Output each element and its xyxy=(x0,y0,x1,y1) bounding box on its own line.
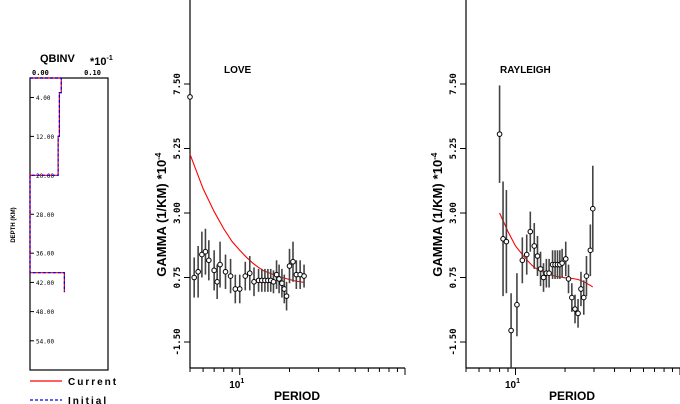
qbinv-y-ticks: 4.00 12.00 20.00 28.00 36.00 42.00 48.00 54.00 xyxy=(30,95,54,345)
data-point xyxy=(202,248,209,255)
rayleigh-panel: RAYLEIGH GAMMA (1/KM) *10-4 PERIOD -1.50… xyxy=(430,0,680,403)
x-tick-label: 101 xyxy=(505,378,520,391)
y-tick-label: 0.75 xyxy=(173,267,183,289)
qbinv-y-tick-label: 12.00 xyxy=(36,134,54,141)
data-point xyxy=(583,273,590,279)
data-point xyxy=(540,274,547,281)
data-point xyxy=(227,273,234,279)
data-point xyxy=(273,271,280,278)
data-point xyxy=(503,238,510,245)
data-point xyxy=(286,263,293,269)
y-tick-label: 7.50 xyxy=(449,73,459,95)
qbinv-depth-label: DEPTH (KM) xyxy=(11,207,17,242)
qbinv-y-tick-label: 48.00 xyxy=(36,309,54,316)
legend: Current Initial xyxy=(30,377,118,404)
rayleigh-ticks: -1.50 0.75 3.00 5.25 7.50 101 xyxy=(449,73,680,391)
data-point xyxy=(572,306,578,312)
data-point xyxy=(232,286,239,292)
love-x-label: PERIOD xyxy=(274,389,320,403)
qbinv-series-initial xyxy=(29,77,65,293)
data-point xyxy=(578,286,584,292)
data-point xyxy=(217,261,223,268)
qbinv-title: QBINV xyxy=(40,53,76,65)
y-tick-label: 0.75 xyxy=(449,267,459,289)
data-point xyxy=(587,247,594,254)
qbinv-y-tick-label: 42.00 xyxy=(36,280,54,287)
data-point xyxy=(523,251,530,258)
data-point xyxy=(187,94,193,100)
data-point xyxy=(537,266,544,272)
qbinv-y-tick-label: 4.00 xyxy=(36,95,51,102)
qbinv-depth-panel: QBINV *10-1 DEPTH (KM) 0.00 0.10 4.00 12.0… xyxy=(11,53,113,371)
data-point xyxy=(236,286,243,292)
data-point xyxy=(531,243,538,249)
y-tick-label: 5.25 xyxy=(173,138,183,160)
data-point xyxy=(559,260,565,266)
love-model-curve xyxy=(189,154,305,283)
data-point xyxy=(527,228,534,235)
data-point xyxy=(569,294,575,301)
love-label: LOVE xyxy=(224,65,252,76)
model-curve-line xyxy=(189,154,305,283)
y-tick-label: -1.50 xyxy=(173,328,183,355)
data-point xyxy=(514,301,520,308)
love-y-label: GAMMA (1/KM) xyxy=(154,183,169,276)
qbinv-x-tick-label: 0.00 xyxy=(32,69,49,77)
data-point xyxy=(575,310,581,317)
data-point xyxy=(565,276,572,282)
legend-label-current: Current xyxy=(68,377,118,388)
rayleigh-x-label: PERIOD xyxy=(549,389,595,403)
data-point xyxy=(211,267,217,274)
data-point xyxy=(534,253,541,259)
data-point xyxy=(301,273,307,279)
rayleigh-label: RAYLEIGH xyxy=(500,65,551,76)
data-point xyxy=(206,257,212,264)
x-tick-label: 101 xyxy=(229,378,244,391)
love-exponent: *10-4 xyxy=(154,152,169,179)
data-point xyxy=(214,279,220,285)
data-point xyxy=(290,258,296,265)
data-point xyxy=(589,205,596,212)
love-data-points xyxy=(187,94,307,311)
rayleigh-data-points xyxy=(496,85,596,368)
love-panel: LOVE GAMMA (1/KM) *10-4 PERIOD -1.50 0.75… xyxy=(154,0,406,403)
data-point xyxy=(496,131,503,137)
qbinv-frame xyxy=(29,77,109,371)
data-point xyxy=(546,270,552,277)
data-point xyxy=(195,268,201,275)
love-ticks: -1.50 0.75 3.00 5.25 7.50 101 xyxy=(173,73,406,391)
data-point xyxy=(562,256,569,262)
data-point xyxy=(191,274,197,281)
data-point xyxy=(251,279,257,285)
y-tick-label: 3.00 xyxy=(173,202,183,224)
y-tick-label: 7.50 xyxy=(173,73,183,95)
data-point xyxy=(246,270,253,277)
qbinv-series xyxy=(29,77,65,293)
data-point xyxy=(276,276,282,282)
data-point xyxy=(283,293,290,299)
qbinv-x-tick-label: 0.10 xyxy=(84,69,101,77)
data-point xyxy=(242,273,249,279)
qbinv-y-tick-label: 28.00 xyxy=(36,212,54,219)
y-tick-label: -1.50 xyxy=(449,328,459,355)
qbinv-y-tick-label: 36.00 xyxy=(36,251,54,258)
qbinv-exponent: *10-1 xyxy=(90,55,113,68)
legend-label-initial: Initial xyxy=(68,396,108,404)
data-point xyxy=(519,257,526,264)
y-tick-label: 5.25 xyxy=(449,138,459,160)
data-point xyxy=(508,327,514,334)
qbinv-y-tick-label: 54.00 xyxy=(36,338,54,345)
data-point xyxy=(580,294,587,301)
data-point xyxy=(199,251,205,258)
y-tick-label: 3.00 xyxy=(449,202,459,224)
rayleigh-y-label: GAMMA (1/KM) xyxy=(430,183,445,276)
data-point xyxy=(222,268,229,275)
qbinv-x-ticks: 0.00 0.10 xyxy=(32,69,101,77)
qbinv-y-tick-label: 20.00 xyxy=(36,173,54,180)
data-point xyxy=(270,279,277,285)
rayleigh-exponent: *10-4 xyxy=(430,152,445,179)
